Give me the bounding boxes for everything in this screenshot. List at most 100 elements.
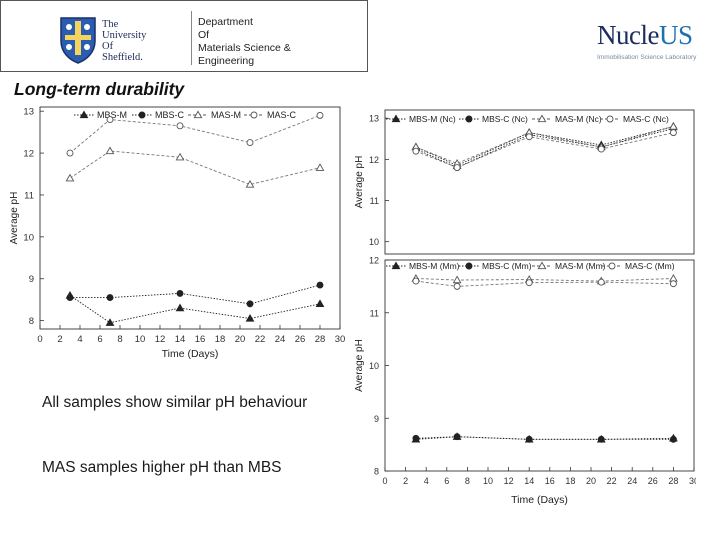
data-point-marker	[315, 299, 325, 308]
data-point-marker	[246, 139, 254, 147]
nucleus-logo: NucleUS	[597, 20, 693, 51]
y-tick-label: 11	[370, 308, 379, 318]
x-tick-label: 26	[295, 334, 306, 345]
y-tick-label: 11	[370, 196, 379, 206]
x-tick-label: 30	[335, 334, 346, 345]
data-point-marker	[537, 261, 547, 270]
data-point-marker	[606, 115, 614, 123]
legend-label: MAS-C (Mm)	[625, 261, 675, 271]
data-point-marker	[175, 303, 185, 312]
legend-label: MAS-C (Nc)	[623, 114, 669, 124]
data-point-marker	[608, 262, 616, 270]
brand-accent-text: US	[658, 20, 693, 50]
data-point-marker	[106, 116, 114, 124]
x-tick-label: 26	[648, 476, 658, 486]
y-axis-label: Average pH	[354, 339, 365, 392]
data-point-marker	[453, 164, 461, 172]
y-tick-label: 9	[374, 414, 379, 424]
data-point-marker	[453, 282, 461, 290]
x-tick-label: 18	[565, 476, 575, 486]
data-point-marker	[176, 122, 184, 130]
x-tick-label: 22	[607, 476, 617, 486]
x-tick-label: 16	[195, 334, 206, 345]
x-tick-label: 2	[57, 334, 62, 345]
data-point-marker	[525, 279, 533, 287]
data-point-marker	[669, 435, 677, 443]
legend-label: MAS-M	[211, 110, 241, 120]
data-point-marker	[412, 147, 420, 155]
bullet-point: MAS samples higher pH than MBS	[42, 459, 282, 476]
legend-label: MBS-M	[97, 110, 127, 120]
data-point-marker	[105, 146, 115, 155]
legend-label: MBS-C (Nc)	[482, 114, 528, 124]
data-point-marker	[175, 152, 185, 161]
brand-main-text: Nucle	[597, 20, 659, 50]
university-name: The University Of Sheffield.	[102, 19, 146, 63]
x-tick-label: 22	[255, 334, 266, 345]
university-line: Sheffield.	[102, 52, 143, 63]
data-point-marker	[391, 261, 401, 270]
data-point-marker	[412, 277, 420, 285]
y-tick-label: 13	[369, 114, 379, 124]
x-tick-label: 10	[483, 476, 493, 486]
data-point-marker	[597, 278, 605, 286]
data-point-marker	[245, 314, 255, 322]
data-point-marker	[66, 294, 74, 302]
series-line	[415, 278, 674, 282]
department-line: Department	[198, 16, 253, 28]
x-axis-label: Time (Days)	[162, 348, 219, 360]
x-tick-label: 14	[524, 476, 534, 486]
data-point-marker	[176, 289, 184, 297]
y-tick-label: 10	[369, 361, 379, 371]
x-tick-label: 14	[175, 334, 186, 345]
x-tick-label: 20	[586, 476, 596, 486]
x-tick-label: 18	[215, 334, 226, 345]
slide-title: Long-term durability	[14, 79, 185, 99]
y-tick-label: 12	[369, 155, 379, 165]
x-tick-label: 10	[135, 334, 146, 345]
plot-area	[39, 106, 341, 330]
x-tick-label: 4	[424, 476, 429, 486]
data-point-marker	[525, 435, 533, 443]
legend-label: MAS-M (Mm)	[555, 261, 606, 271]
department-line: Of	[198, 29, 210, 41]
university-line: University	[102, 30, 147, 41]
department-name: Department Of Materials Science & Engine…	[198, 16, 291, 68]
data-point-marker	[250, 111, 258, 119]
series-line	[415, 280, 674, 287]
y-axis-label: Average pH	[354, 156, 365, 209]
data-point-marker	[316, 111, 324, 119]
x-tick-label: 0	[382, 476, 387, 486]
x-tick-label: 6	[444, 476, 449, 486]
series-group	[412, 129, 677, 172]
y-tick-label: 12	[23, 149, 34, 160]
data-point-marker	[245, 179, 255, 188]
x-tick-label: 20	[235, 334, 246, 345]
x-tick-label: 16	[545, 476, 555, 486]
data-point-marker	[412, 434, 420, 442]
y-tick-label: 10	[23, 232, 34, 243]
series-group	[65, 146, 325, 188]
legend-label: MAS-M (Nc)	[555, 114, 602, 124]
x-axis-label: Time (Days)	[511, 494, 568, 506]
data-point-marker	[79, 110, 89, 119]
x-tick-label: 28	[668, 476, 678, 486]
series-group	[66, 111, 324, 157]
data-point-marker	[669, 121, 678, 130]
data-point-marker	[246, 300, 254, 308]
plot-area	[384, 109, 695, 255]
data-point-marker	[669, 129, 677, 137]
header-divider	[191, 11, 192, 65]
x-tick-label: 12	[155, 334, 166, 345]
data-point-marker	[316, 281, 324, 289]
x-tick-label: 2	[403, 476, 408, 486]
university-crest-icon	[60, 17, 96, 64]
legend-label: MAS-C	[267, 110, 297, 120]
data-point-marker	[66, 149, 74, 157]
x-tick-label: 6	[97, 334, 102, 345]
data-point-marker	[465, 115, 473, 123]
y-tick-label: 11	[24, 190, 34, 201]
series-line	[70, 284, 321, 305]
data-point-marker	[106, 294, 114, 302]
